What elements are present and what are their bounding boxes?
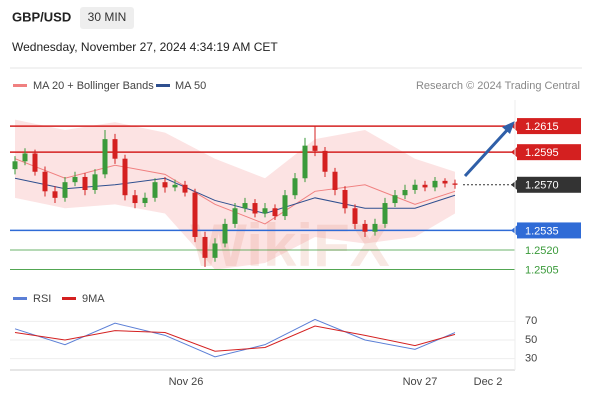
symbol: GBP/USD bbox=[12, 9, 71, 24]
rsi-line bbox=[14, 318, 456, 358]
candle-body bbox=[42, 171, 48, 192]
candle-body bbox=[102, 139, 108, 175]
legend-label: RSI bbox=[33, 293, 51, 305]
candle-body bbox=[362, 223, 368, 232]
candle-body bbox=[152, 182, 158, 198]
datetime: Wednesday, November 27, 2024 4:34:19 AM … bbox=[12, 40, 278, 54]
candle-body bbox=[372, 223, 378, 232]
level-box bbox=[517, 144, 581, 161]
candle-body bbox=[442, 180, 448, 184]
level-box bbox=[517, 118, 581, 135]
x-tick-label: Dec 2 bbox=[474, 376, 503, 388]
candle-body bbox=[212, 243, 218, 258]
rsi-line bbox=[14, 325, 456, 352]
legend-label: MA 50 bbox=[175, 80, 206, 92]
candle-body bbox=[12, 161, 18, 170]
candle-body bbox=[202, 236, 208, 258]
level-box bbox=[517, 222, 581, 239]
candle-body bbox=[112, 139, 118, 159]
candle-body bbox=[452, 183, 458, 185]
candle-body bbox=[342, 190, 348, 209]
candle-body bbox=[272, 208, 278, 217]
candle-body bbox=[162, 182, 168, 188]
level-label: 1.2570 bbox=[525, 180, 559, 192]
candle-body bbox=[82, 176, 88, 190]
legend-swatch bbox=[13, 297, 27, 300]
level-pointer bbox=[511, 147, 517, 158]
candle-body bbox=[252, 203, 258, 214]
candle-body bbox=[392, 195, 398, 204]
y-tick-label: 50 bbox=[525, 334, 537, 346]
legend-swatch bbox=[62, 297, 76, 300]
y-tick-label: 70 bbox=[525, 315, 537, 327]
level-box bbox=[517, 176, 581, 193]
candle-body bbox=[22, 153, 28, 162]
level-label: 1.2595 bbox=[525, 147, 559, 159]
ma50-line bbox=[14, 177, 456, 214]
level-label: 1.2520 bbox=[525, 245, 559, 257]
level-label: 1.2615 bbox=[525, 121, 559, 133]
candle-body bbox=[322, 150, 328, 172]
arrow bbox=[463, 126, 511, 178]
arrow-head bbox=[502, 121, 515, 134]
candle-body bbox=[122, 158, 128, 196]
level-pointer bbox=[511, 225, 517, 236]
candle-body bbox=[192, 192, 198, 237]
legend-swatch bbox=[156, 84, 170, 87]
level-label: 1.2535 bbox=[525, 225, 559, 237]
candle-body bbox=[232, 208, 238, 224]
candle-body bbox=[222, 223, 228, 244]
candle-body bbox=[412, 184, 418, 190]
candle-body bbox=[242, 203, 248, 209]
legend-label: MA 20 + Bollinger Bands bbox=[33, 80, 154, 92]
candle-body bbox=[432, 180, 438, 188]
level-label: 1.2505 bbox=[525, 264, 559, 276]
timeframe-box bbox=[80, 7, 134, 29]
candle-body bbox=[72, 176, 78, 183]
candle-body bbox=[182, 184, 188, 193]
level-pointer bbox=[511, 179, 517, 190]
candle-body bbox=[62, 182, 68, 198]
legend-label: 9MA bbox=[82, 293, 105, 305]
candle-body bbox=[352, 208, 358, 224]
x-tick-label: Nov 27 bbox=[403, 376, 438, 388]
candle-body bbox=[92, 174, 98, 190]
candle-body bbox=[52, 191, 58, 198]
y-tick-label: 30 bbox=[525, 353, 537, 365]
ma20-line bbox=[14, 158, 456, 225]
candle-body bbox=[172, 184, 178, 188]
x-tick-label: Nov 26 bbox=[169, 376, 204, 388]
candle-body bbox=[262, 208, 268, 214]
candle-body bbox=[282, 195, 288, 217]
candle-body bbox=[292, 178, 298, 196]
candle-body bbox=[402, 190, 408, 196]
candle-body bbox=[302, 145, 308, 179]
credit: Research © 2024 Trading Central bbox=[416, 80, 580, 92]
candle-body bbox=[132, 195, 138, 204]
candle-body bbox=[32, 153, 38, 172]
candle-body bbox=[312, 145, 318, 151]
candle-body bbox=[142, 197, 148, 204]
timeframe: 30 MIN bbox=[88, 10, 127, 24]
candle-body bbox=[382, 203, 388, 224]
legend-swatch bbox=[13, 84, 27, 87]
candle-body bbox=[332, 171, 338, 190]
candle-body bbox=[422, 184, 428, 188]
